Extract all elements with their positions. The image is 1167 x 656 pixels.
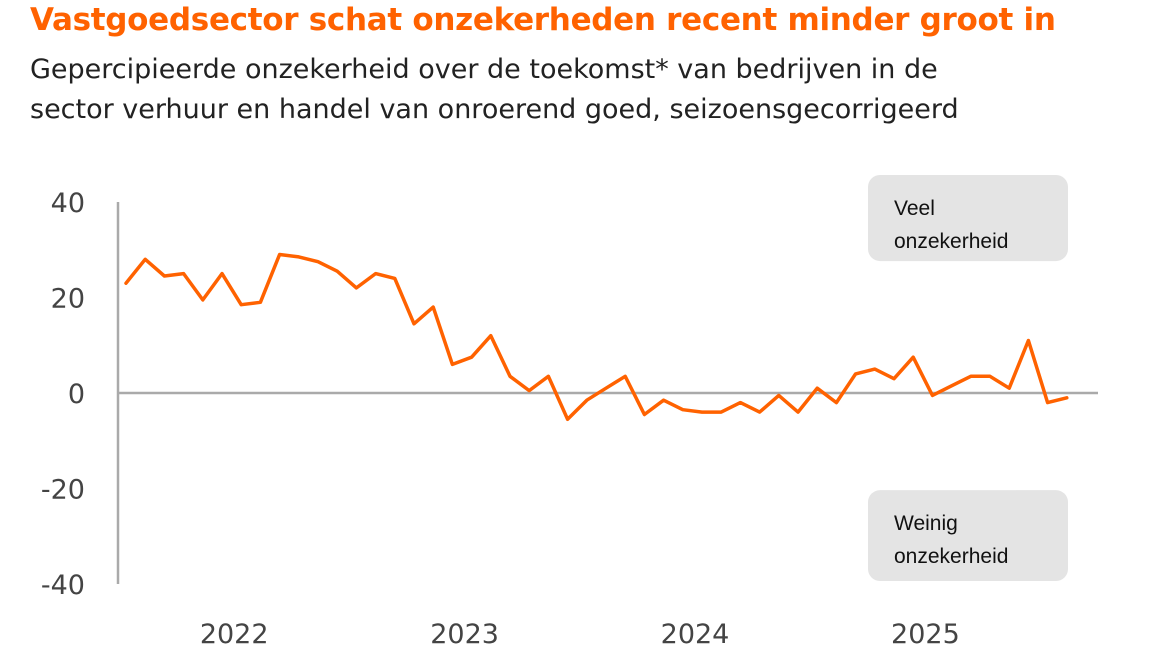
y-tick-label: -40 (41, 570, 85, 601)
annotation-text-high-line1: Veel (894, 197, 935, 220)
subtitle-line-2: sector verhuur en handel van onroerend g… (30, 94, 959, 125)
chart-title: Vastgoedsector schat onzekerheden recent… (30, 2, 1056, 38)
y-tick-label: 0 (68, 379, 85, 410)
chart-subtitle: Gepercipieerde onzekerheid over de toeko… (30, 50, 1140, 130)
y-tick-label: 40 (51, 188, 85, 219)
x-tick-label: 2023 (430, 619, 499, 650)
x-tick-label: 2024 (661, 619, 730, 650)
annotation-text-high-line2: onzekerheid (894, 230, 1008, 253)
series-line-1 (124, 252, 1069, 422)
y-tick-label: -20 (41, 475, 85, 506)
series-layer (124, 252, 1069, 422)
annotation-text-low-line1: Weinig (894, 512, 958, 535)
x-tick-label: 2025 (891, 619, 960, 650)
y-tick-label: 20 (51, 284, 85, 315)
x-axis: 2022 2023 2024 2025 (200, 619, 960, 650)
annotation-box-high (868, 175, 1068, 262)
annotation-boxes: Veel onzekerheid Weinig onzekerheid (868, 175, 1068, 581)
x-tick-label: 2022 (200, 619, 269, 650)
annotation-box-low (868, 490, 1068, 581)
subtitle-line-1: Gepercipieerde onzekerheid over de toeko… (30, 54, 938, 85)
annotation-text-low-line2: onzekerheid (894, 545, 1008, 568)
